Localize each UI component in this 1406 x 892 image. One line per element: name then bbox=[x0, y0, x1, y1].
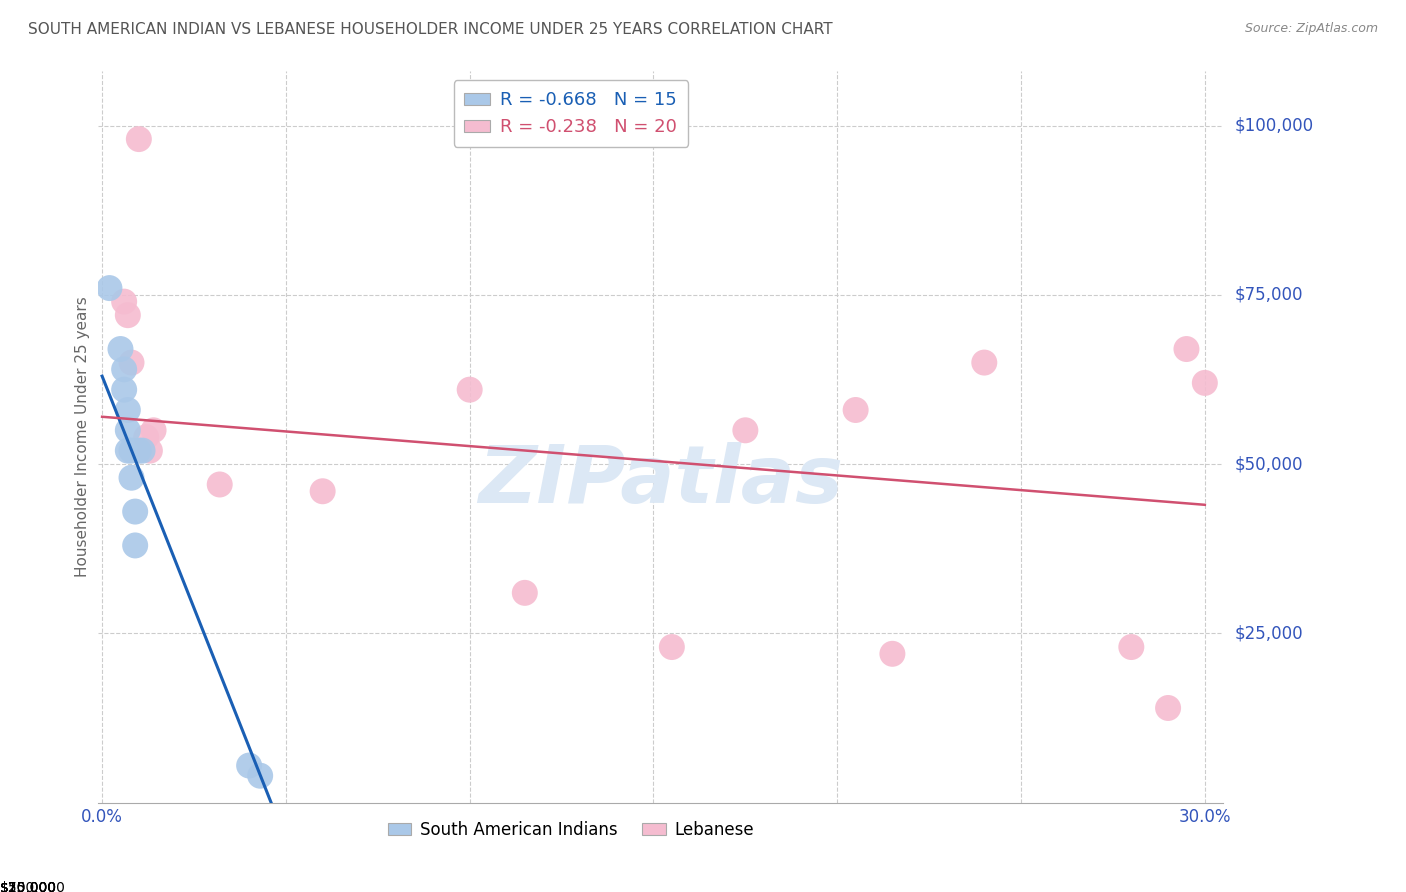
Point bbox=[311, 484, 333, 499]
Point bbox=[238, 758, 260, 772]
Text: $100,000: $100,000 bbox=[0, 881, 66, 892]
Point bbox=[135, 430, 157, 444]
Text: ZIPatlas: ZIPatlas bbox=[478, 442, 844, 520]
Text: Source: ZipAtlas.com: Source: ZipAtlas.com bbox=[1244, 22, 1378, 36]
Point bbox=[117, 403, 139, 417]
Point bbox=[128, 132, 150, 146]
Point bbox=[121, 355, 143, 369]
Text: $75,000: $75,000 bbox=[0, 881, 58, 892]
Point bbox=[1121, 640, 1143, 654]
Point bbox=[139, 443, 162, 458]
Text: $50,000: $50,000 bbox=[1234, 455, 1303, 473]
Point bbox=[117, 423, 139, 437]
Point bbox=[110, 342, 132, 356]
Point bbox=[128, 443, 150, 458]
Point bbox=[208, 477, 231, 491]
Point bbox=[458, 383, 481, 397]
Point bbox=[1175, 342, 1198, 356]
Point bbox=[734, 423, 756, 437]
Point bbox=[661, 640, 683, 654]
Point bbox=[973, 355, 995, 369]
Text: $100,000: $100,000 bbox=[1234, 117, 1313, 135]
Y-axis label: Householder Income Under 25 years: Householder Income Under 25 years bbox=[75, 297, 90, 577]
Text: $75,000: $75,000 bbox=[1234, 285, 1303, 304]
Point bbox=[131, 443, 153, 458]
Point bbox=[1194, 376, 1216, 390]
Point bbox=[121, 471, 143, 485]
Text: $25,000: $25,000 bbox=[1234, 624, 1303, 642]
Point bbox=[112, 362, 135, 376]
Text: $50,000: $50,000 bbox=[0, 881, 58, 892]
Point bbox=[882, 647, 904, 661]
Text: $25,000: $25,000 bbox=[0, 881, 58, 892]
Point bbox=[112, 294, 135, 309]
Point bbox=[124, 538, 146, 552]
Point bbox=[121, 443, 143, 458]
Point bbox=[124, 505, 146, 519]
Point bbox=[1157, 701, 1180, 715]
Point bbox=[513, 586, 536, 600]
Point bbox=[117, 308, 139, 322]
Point bbox=[98, 281, 121, 295]
Legend: South American Indians, Lebanese: South American Indians, Lebanese bbox=[381, 814, 761, 846]
Text: SOUTH AMERICAN INDIAN VS LEBANESE HOUSEHOLDER INCOME UNDER 25 YEARS CORRELATION : SOUTH AMERICAN INDIAN VS LEBANESE HOUSEH… bbox=[28, 22, 832, 37]
Point bbox=[117, 443, 139, 458]
Point bbox=[845, 403, 868, 417]
Point bbox=[142, 423, 165, 437]
Point bbox=[112, 383, 135, 397]
Point bbox=[249, 769, 271, 783]
